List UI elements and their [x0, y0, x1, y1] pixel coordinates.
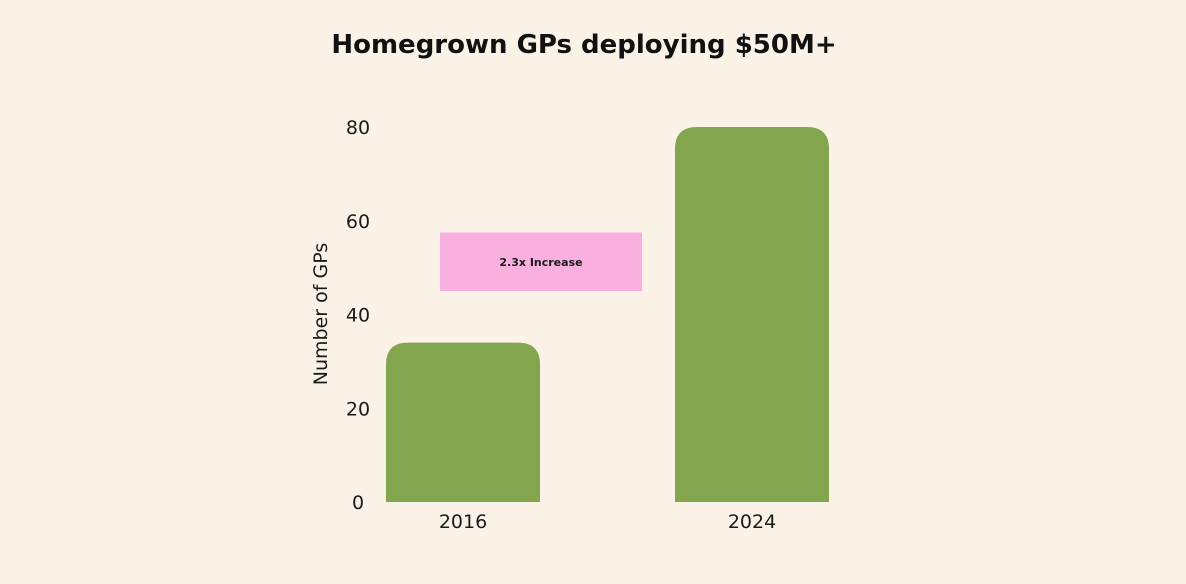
- bar-2016: [386, 342, 540, 502]
- bars: [386, 127, 829, 502]
- annotation-box: [440, 232, 642, 292]
- y-tick-label: 0: [352, 492, 364, 514]
- y-tick-label: 20: [346, 398, 370, 420]
- chart-title: Homegrown GPs deploying $50M+: [331, 30, 836, 60]
- y-tick-label: 40: [346, 305, 370, 327]
- annotation: 2.3x Increase: [440, 232, 642, 292]
- y-tick-label: 60: [346, 211, 370, 233]
- y-tick-labels: 0 20 40 60 80: [346, 117, 370, 514]
- x-tick-labels: 2016 2024: [439, 511, 776, 533]
- y-axis-label: Number of GPs: [310, 243, 332, 385]
- x-tick-label: 2016: [439, 511, 487, 533]
- y-tick-label: 80: [346, 117, 370, 139]
- x-tick-label: 2024: [728, 511, 776, 533]
- annotation-text: 2.3x Increase: [499, 256, 582, 269]
- bar-2024: [675, 127, 829, 502]
